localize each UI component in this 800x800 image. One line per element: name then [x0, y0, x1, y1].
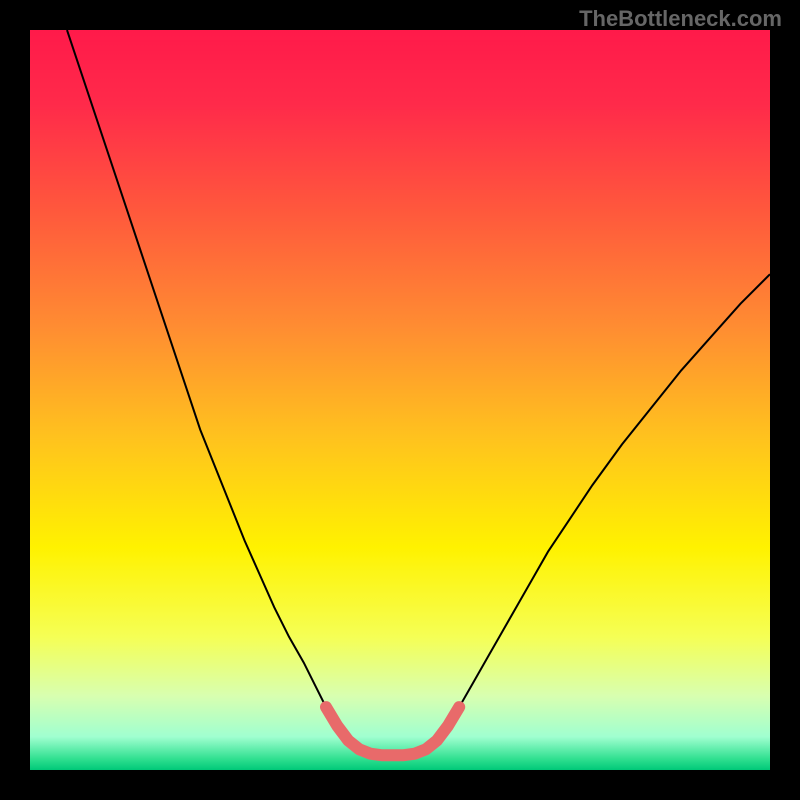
chart-container: TheBottleneck.com [0, 0, 800, 800]
gradient-background [30, 30, 770, 770]
watermark-text: TheBottleneck.com [579, 6, 782, 32]
bottleneck-chart [30, 30, 770, 770]
